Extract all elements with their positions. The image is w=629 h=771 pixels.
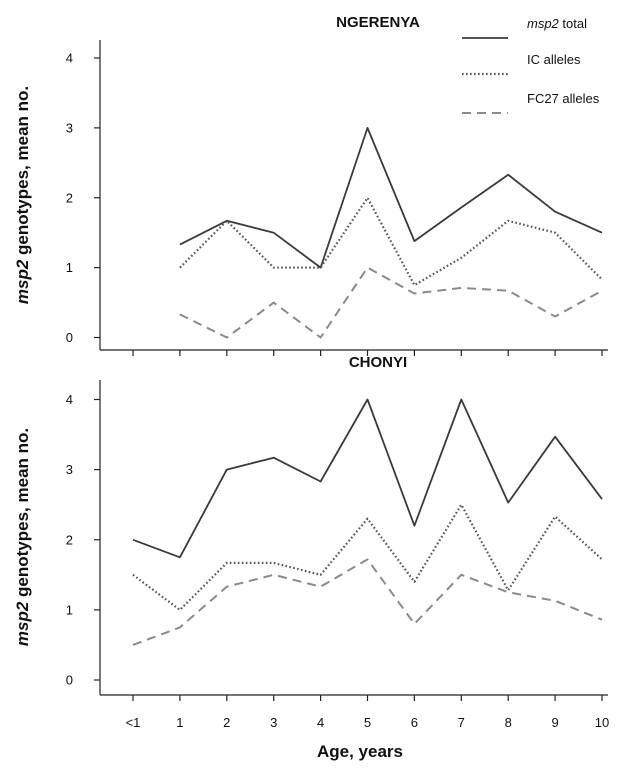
x-axis-title: Age, years [317, 742, 403, 761]
legend-label: FC27 alleles [527, 91, 600, 106]
y-tick-label: 3 [66, 120, 73, 135]
x-tick-label: 7 [458, 715, 465, 730]
x-tick-label: <1 [126, 715, 141, 730]
x-tick-label: 9 [551, 715, 558, 730]
legend-label-text: total [559, 16, 587, 31]
x-tick-label: 3 [270, 715, 277, 730]
y-axis-title-italic: msp2 [13, 601, 32, 646]
legend-entry: IC alleles [462, 52, 581, 76]
x-tick-label: 6 [411, 715, 418, 730]
x-tick-label: 1 [176, 715, 183, 730]
x-tick-label: 5 [364, 715, 371, 730]
chart-legend: msp2 total IC alleles FC27 alleles [462, 16, 600, 114]
series-line-dashed [179, 266, 603, 339]
series-line-solid [179, 127, 603, 269]
y-tick-label: 1 [66, 602, 73, 617]
legend-label-text: IC alleles [527, 52, 581, 67]
y-tick-label: 0 [66, 673, 73, 688]
legend-label-text: FC27 alleles [527, 91, 600, 106]
y-tick-label: 2 [66, 532, 73, 547]
y-axis-title: msp2 genotypes, mean no. [13, 428, 32, 646]
legend-label-italic: msp2 [527, 16, 560, 31]
y-axis-title-rest: genotypes, mean no. [13, 86, 32, 260]
y-axis-titles: msp2 genotypes, mean no.msp2 genotypes, … [13, 86, 32, 646]
x-tick-labels: <1 1 2 3 4 5 6 7 8 9 10 [126, 715, 610, 730]
x-tick-label: 4 [317, 715, 324, 730]
panel-title: NGERENYA [336, 14, 420, 31]
series-line-dotted [179, 196, 603, 287]
y-tick-label: 4 [66, 392, 73, 407]
y-axis-title-rest: genotypes, mean no. [13, 428, 32, 602]
panel-ngerenya: 0 1 2 3 4 NGERENYA [66, 14, 608, 356]
legend-label: msp2 total [527, 16, 587, 31]
y-tick-label: 1 [66, 260, 73, 275]
series-line-solid [132, 398, 603, 559]
legend-entry: FC27 alleles [462, 91, 600, 114]
y-tick-label: 2 [66, 190, 73, 205]
series-line-dashed [132, 558, 603, 646]
series-line-dotted [132, 503, 603, 612]
y-tick-label: 0 [66, 330, 73, 345]
panel-title: CHONYI [349, 354, 407, 371]
chart-panels: 0 1 2 3 4 NGERENYA 0 1 2 3 4 CHONYI <1 1 2 3 4 5 6 7 8 9 10 [66, 14, 609, 730]
legend-label: IC alleles [527, 52, 581, 67]
y-axis-title-italic: msp2 [13, 259, 32, 304]
x-tick-label: 2 [223, 715, 230, 730]
legend-entry: msp2 total [462, 16, 587, 39]
y-axis-title: msp2 genotypes, mean no. [13, 86, 32, 304]
y-tick-label: 3 [66, 462, 73, 477]
y-tick-label: 4 [66, 51, 73, 66]
x-tick-label: 10 [595, 715, 609, 730]
x-tick-label: 8 [505, 715, 512, 730]
panel-chonyi: 0 1 2 3 4 CHONYI [66, 354, 608, 701]
